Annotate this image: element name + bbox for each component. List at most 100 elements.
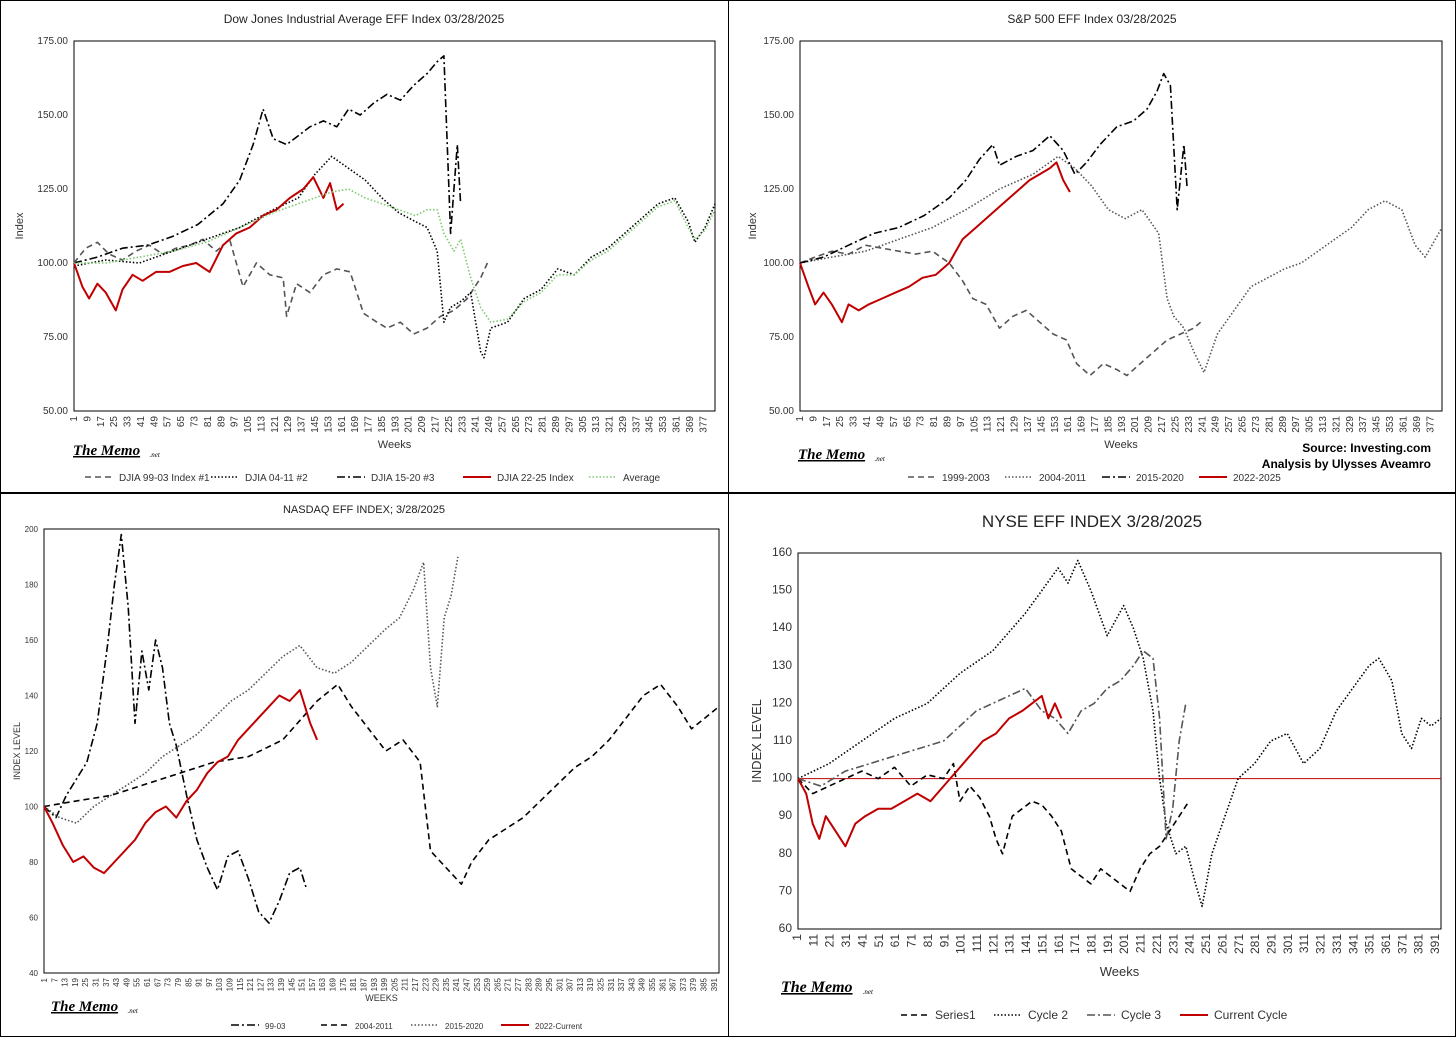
x-tick-label: 31 <box>839 934 853 948</box>
x-tick-label: 329 <box>618 416 629 433</box>
x-tick-label: 381 <box>1412 934 1426 954</box>
x-tick-label: 231 <box>1166 934 1180 954</box>
x-tick-label: 169 <box>350 416 361 433</box>
x-tick-label: 17 <box>822 416 833 428</box>
x-tick-label: 105 <box>243 416 254 433</box>
x-tick-label: 305 <box>578 416 589 433</box>
legend-label: Current Cycle <box>1214 1008 1288 1022</box>
x-tick-label: 371 <box>1395 934 1409 954</box>
x-tick-label: 43 <box>112 977 121 986</box>
x-tick-label: 295 <box>545 977 554 991</box>
x-tick-label: 259 <box>483 977 492 991</box>
x-tick-label: 277 <box>514 977 523 991</box>
x-tick-label: 321 <box>605 416 616 433</box>
x-tick-label: 265 <box>1238 416 1249 433</box>
x-tick-label: 33 <box>849 416 860 428</box>
x-tick-label: 249 <box>1211 416 1222 433</box>
x-tick-label: 319 <box>586 977 595 991</box>
series-line-djia-22-25-index <box>73 176 345 312</box>
x-tick-label: 353 <box>658 416 669 433</box>
x-tick-label: 131 <box>1003 934 1017 954</box>
x-tick-label: 185 <box>377 416 388 433</box>
x-tick-label: 305 <box>1305 416 1316 433</box>
x-tick-label: 249 <box>484 416 495 433</box>
x-tick-label: 325 <box>596 977 605 991</box>
x-tick-label: 81 <box>929 416 940 428</box>
x-tick-label: 151 <box>298 977 307 991</box>
x-tick-label: 253 <box>473 977 482 991</box>
y-axis-label: Index <box>747 212 759 239</box>
x-tick-label: 121 <box>270 416 281 433</box>
y-tick-label: 110 <box>773 733 792 747</box>
series-line-99-03 <box>43 533 308 924</box>
x-tick-label: 257 <box>1224 416 1235 433</box>
y-tick-label: 125.00 <box>37 184 68 195</box>
x-tick-label: 41 <box>855 934 869 948</box>
x-tick-label: 379 <box>689 977 698 991</box>
series-line-2015-2020 <box>799 72 1188 264</box>
x-tick-label: 163 <box>318 977 327 991</box>
x-tick-label: 9 <box>82 416 93 422</box>
x-tick-label: 11 <box>806 934 820 947</box>
series-line-series1 <box>797 762 1190 893</box>
x-tick-label: 201 <box>1117 934 1131 954</box>
y-tick-label: 175.00 <box>37 36 68 47</box>
x-tick-label: 391 <box>710 977 719 991</box>
y-tick-label: 160 <box>772 545 792 559</box>
x-tick-label: 137 <box>297 416 308 433</box>
y-tick-label: 90 <box>779 808 793 822</box>
x-tick-label: 161 <box>1063 416 1074 433</box>
x-tick-label: 25 <box>81 977 90 986</box>
x-tick-label: 331 <box>1330 934 1344 954</box>
x-tick-label: 73 <box>164 977 173 986</box>
x-tick-label: 175 <box>339 977 348 991</box>
x-tick-label: 21 <box>823 934 837 948</box>
y-tick-label: 50.00 <box>769 406 794 417</box>
x-tick-label: 185 <box>1103 416 1114 433</box>
x-axis-label: Weeks <box>378 439 412 451</box>
x-tick-label: 157 <box>308 977 317 991</box>
x-tick-label: 283 <box>524 977 533 991</box>
x-tick-label: 201 <box>1130 416 1141 433</box>
x-tick-label: 361 <box>1379 934 1393 954</box>
y-tick-label: 40 <box>29 969 38 978</box>
x-tick-label: 341 <box>1346 934 1360 954</box>
x-tick-label: 353 <box>1385 416 1396 433</box>
legend-label: 1999-2003 <box>942 473 990 484</box>
legend-label: DJIA 99-03 Index #1 <box>119 473 210 484</box>
x-tick-label: 321 <box>1331 416 1342 433</box>
x-tick-label: 193 <box>370 977 379 991</box>
x-tick-label: 313 <box>1318 416 1329 433</box>
y-tick-label: 75.00 <box>43 332 68 343</box>
x-tick-label: 101 <box>954 934 968 954</box>
series-line-djia-99-03-index-1 <box>73 238 489 335</box>
x-tick-label: 199 <box>380 977 389 991</box>
plot-area <box>73 40 716 412</box>
x-tick-label: 205 <box>390 977 399 991</box>
y-tick-label: 175.00 <box>763 36 794 47</box>
x-tick-label: 271 <box>1232 934 1246 954</box>
x-tick-label: 41 <box>136 416 147 428</box>
y-tick-label: 100.00 <box>37 258 68 269</box>
x-tick-label: 145 <box>1036 416 1047 433</box>
legend-label: 2004-2011 <box>1039 473 1087 484</box>
y-tick-label: 60 <box>29 914 38 923</box>
x-tick-label: 177 <box>1090 416 1101 433</box>
x-tick-label: 121 <box>996 416 1007 433</box>
x-tick-label: 141 <box>1019 934 1033 954</box>
x-tick-label: 129 <box>1010 416 1021 433</box>
x-tick-label: 337 <box>1358 416 1369 433</box>
x-axis-label: WEEKS <box>365 993 398 1003</box>
x-tick-label: 73 <box>190 416 201 428</box>
x-tick-label: 289 <box>535 977 544 991</box>
y-tick-label: 140 <box>772 620 792 634</box>
x-tick-label: 201 <box>404 416 415 433</box>
y-tick-label: 100 <box>772 771 792 785</box>
x-tick-label: 161 <box>337 416 348 433</box>
x-tick-label: 307 <box>566 977 575 991</box>
x-tick-label: 385 <box>700 977 709 991</box>
x-tick-label: 193 <box>1117 416 1128 433</box>
x-tick-label: 133 <box>267 977 276 991</box>
memo-logo: The Memo <box>73 443 140 459</box>
legend-label: Cycle 3 <box>1121 1008 1161 1022</box>
